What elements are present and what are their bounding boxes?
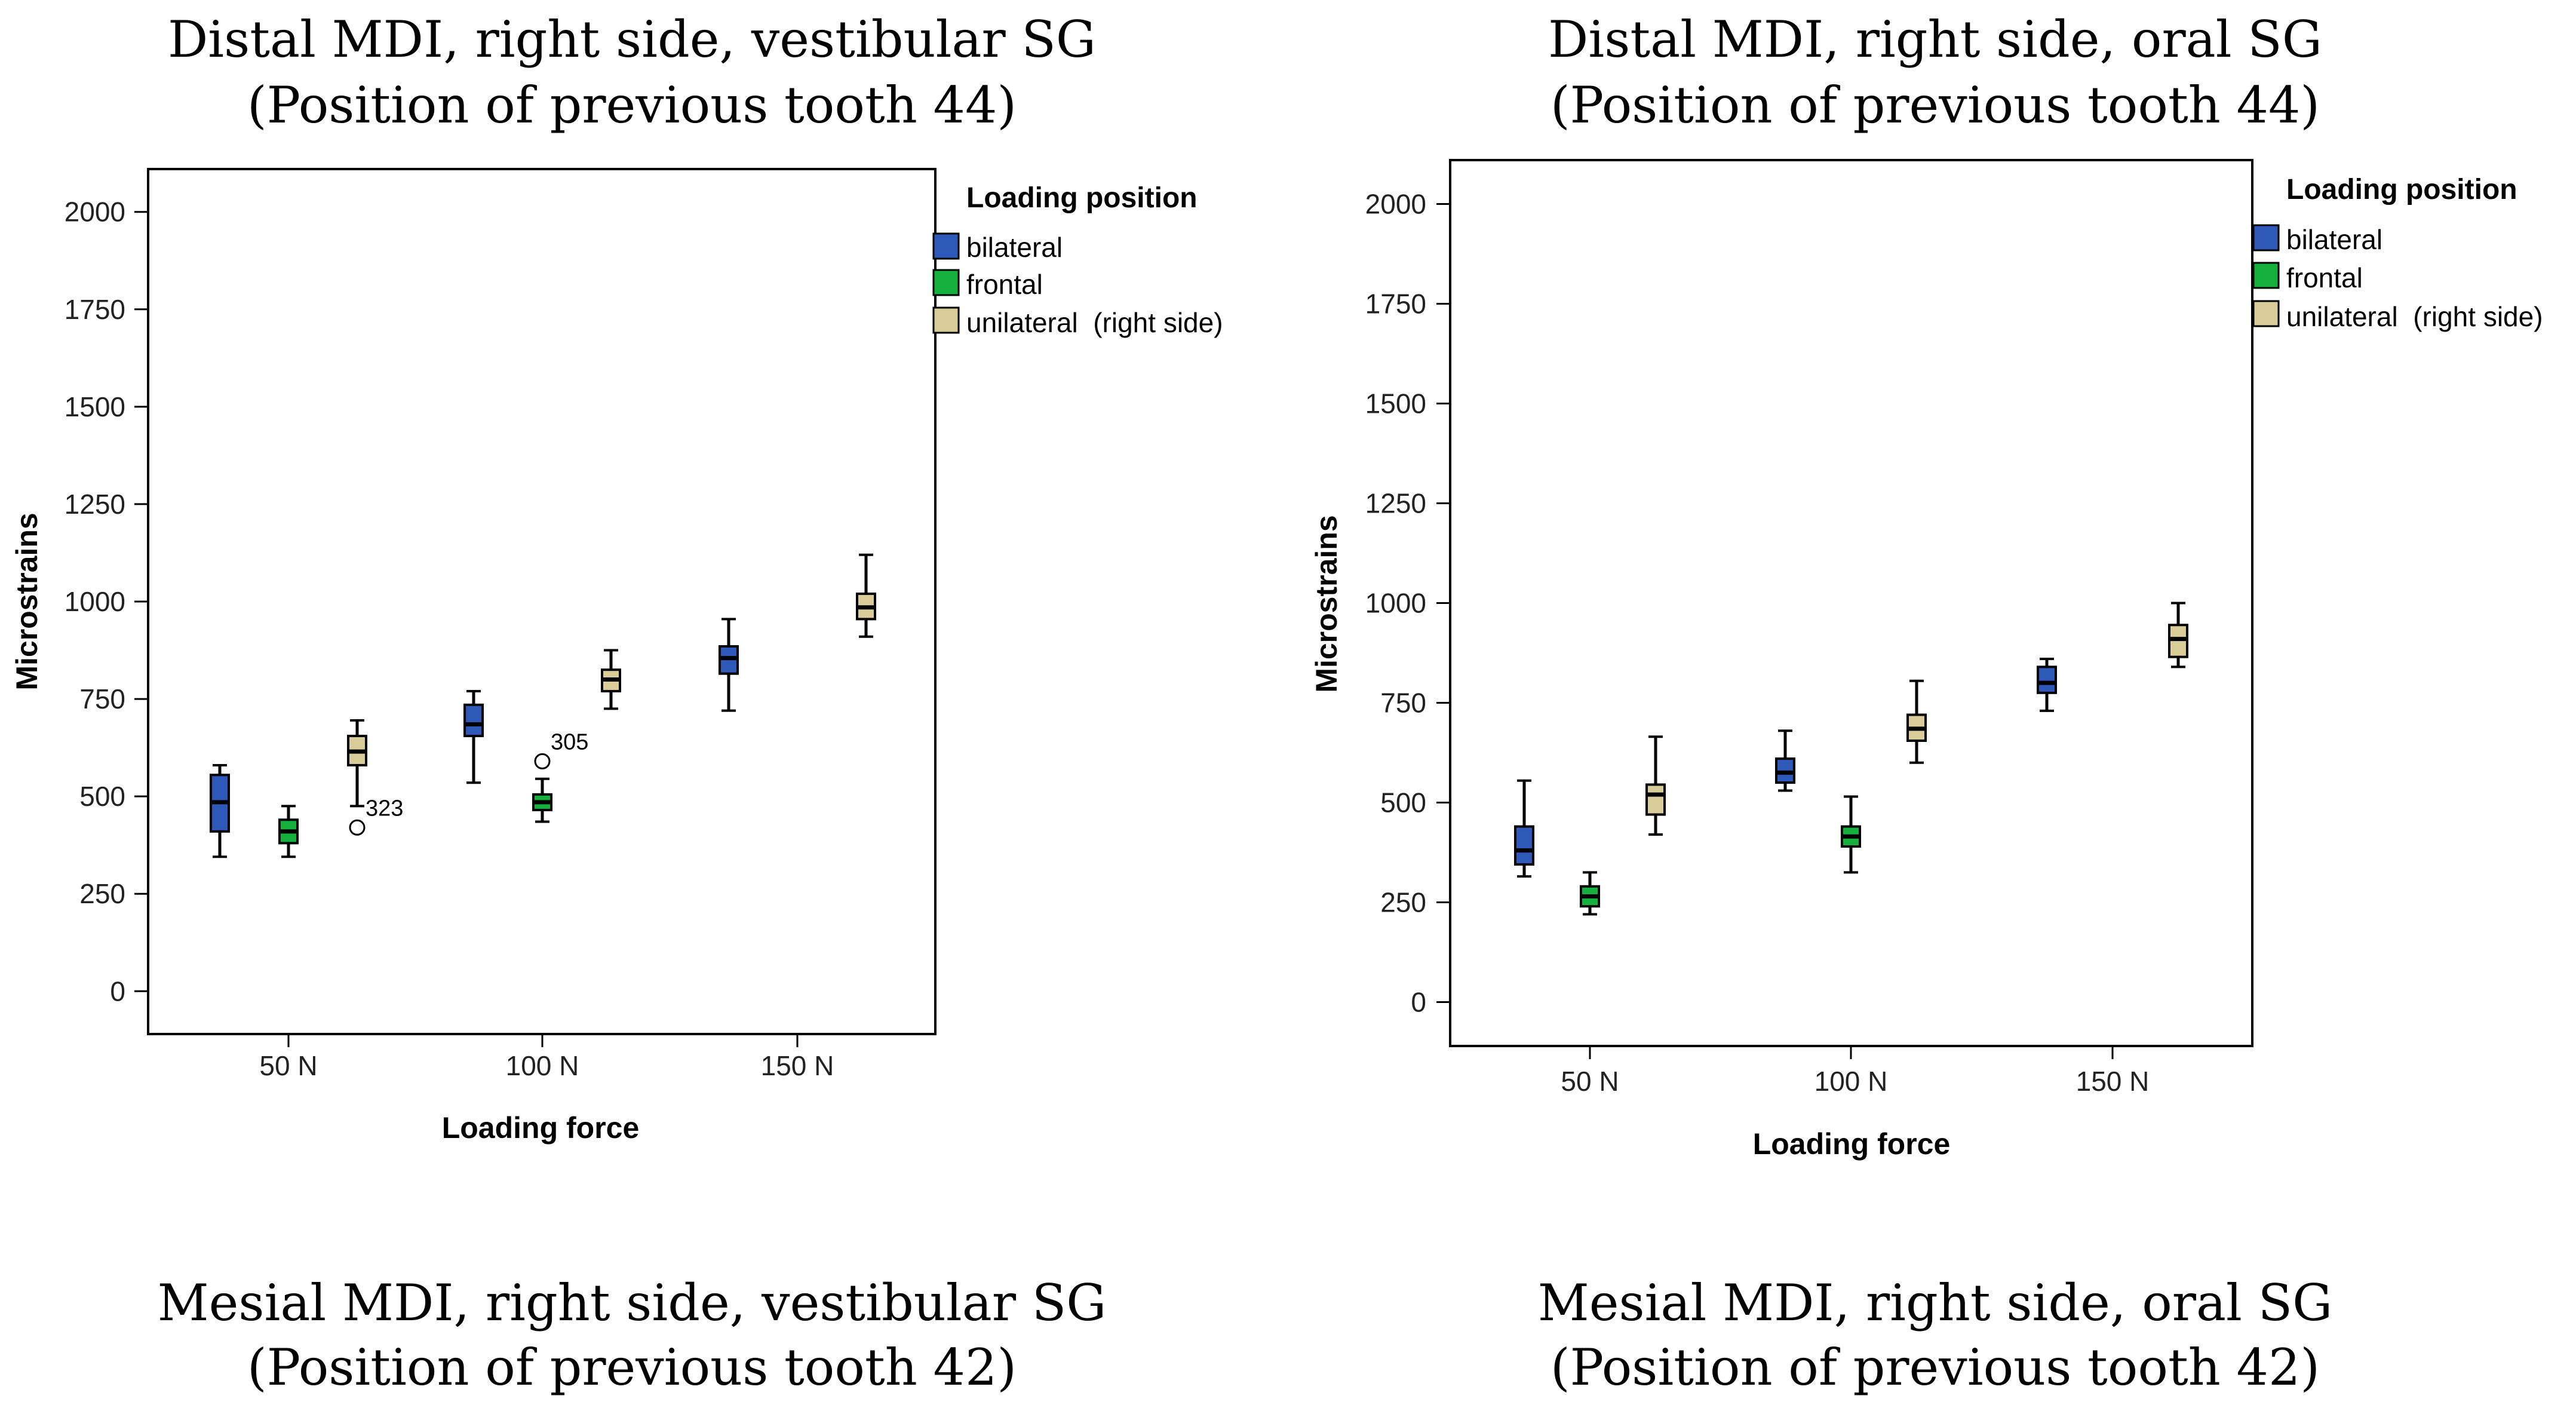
chart-2-y-tick-label: 500 [1380,787,1426,818]
chart-1-outlier-label: 305 [551,729,588,754]
chart-2-y-tick-label: 1000 [1365,588,1426,619]
chart-1-x-axis-label: Loading force [442,1111,640,1145]
chart-2-legend-swatch-frontal [2252,262,2280,289]
chart-1-plot-frame [147,168,937,1035]
chart-1-x-tick-label: 100 N [506,1050,579,1081]
chart-1-box-50n-bilateral [210,763,230,858]
chart-1-legend-swatch-frontal [932,269,960,296]
chart-1-x-tick-label: 50 N [259,1050,317,1081]
bottom-left-title-line-1: Mesial MDI, right side, vestibular SG [158,1274,1107,1332]
chart-2-box-50n-frontal [1580,871,1600,916]
chart-1-box-100n-unilateral [601,649,621,710]
chart-1-outlier-point [349,819,366,836]
chart-1-box-100n-frontal [532,777,552,823]
chart-2-legend-title: Loading position [2286,174,2517,205]
chart-2-box-50n-unilateral [1645,735,1666,836]
chart-2-distal-oral: 0 250 500 750 1000 1250 1500 1750 2000 50 N 100 N… [1310,159,2543,1161]
chart-1-legend-swatch-bilateral [932,232,960,260]
chart-2-title-line-2: (Position of previous tooth 44) [1550,76,2320,134]
chart-2-x-tick-label: 100 N [1814,1066,1888,1097]
chart-2-box-100n-unilateral [1906,679,1927,764]
chart-1-y-tick-label: 500 [79,781,125,812]
chart-2-y-tick-label: 1500 [1365,388,1426,419]
chart-2-y-tick-label: 1250 [1365,487,1426,519]
chart-1-outlier-label: 323 [366,796,403,821]
chart-1-y-tick-label: 1000 [65,586,125,617]
chart-2-y-tick-label: 0 [1411,987,1426,1018]
chart-2-box-50n-bilateral [1514,779,1534,878]
chart-1-legend-unilateral: unilateral (right side) [966,307,1223,338]
chart-2-x-tick-label: 150 N [2076,1066,2150,1097]
chart-1-legend-title: Loading position [966,182,1198,214]
chart-2-legend: Loading position bilateral frontal unila… [2252,174,2543,332]
chart-1-y-tick-label: 1750 [65,294,125,325]
chart-2-x-tick-label: 50 N [1561,1066,1619,1097]
chart-2-box-100n-frontal [1841,795,1861,874]
chart-1-boxes: 323 305 [210,553,876,858]
bottom-right-title-line-2: (Position of previous tooth 42) [1550,1338,2320,1397]
chart-1-box-150n-unilateral [856,553,876,638]
chart-2-title-line-1: Distal MDI, right side, oral SG [1548,10,2322,69]
chart-2-x-axis-label: Loading force [1753,1127,1951,1161]
chart-1-y-tick-label: 0 [110,976,125,1007]
chart-1-y-tick-label: 1250 [65,489,125,520]
chart-2-legend-unilateral: unilateral (right side) [2286,301,2543,332]
chart-1-x-axis: 50 N 100 N 150 N [259,1034,834,1081]
chart-2-boxes [1514,602,2188,916]
iqr-box [2037,665,2057,694]
chart-1-box-150n-bilateral [719,618,739,712]
chart-1-box-50n-unilateral [347,719,367,808]
chart-2-legend-swatch-bilateral [2252,224,2280,251]
chart-1-legend-bilateral: bilateral [966,232,1063,263]
chart-1-box-100n-bilateral [463,690,484,784]
iqr-box [463,703,484,738]
chart-1-y-tick-label: 2000 [65,197,125,228]
chart-1-title-line-1: Distal MDI, right side, vestibular SG [168,10,1096,69]
chart-2-legend-swatch-unilateral [2252,300,2280,327]
chart-2-box-150n-bilateral [2037,658,2057,712]
iqr-box [1645,783,1666,816]
chart-2-y-axis-label: Microstrains [1310,515,1343,692]
bottom-right-title-line-1: Mesial MDI, right side, oral SG [1538,1274,2333,1332]
chart-1-y-tick-label: 250 [79,878,125,909]
chart-2-y-tick-label: 750 [1380,688,1426,719]
chart-2-legend-frontal: frontal [2286,262,2363,293]
bottom-left-title-line-2: (Position of previous tooth 42) [247,1338,1017,1397]
chart-1-y-axis-label: Microstrains [10,513,44,690]
chart-2-y-tick-label: 250 [1380,887,1426,918]
chart-1-outlier-point [534,753,551,769]
chart-1-x-tick-label: 150 N [761,1050,834,1081]
chart-2-legend-bilateral: bilateral [2286,224,2382,255]
chart-1-distal-vestibular: 0 250 500 750 1000 1250 1500 1750 2000 50 N 100 N… [10,168,1223,1145]
iqr-box [1514,825,1534,866]
chart-1-title-line-2: (Position of previous tooth 44) [247,76,1017,134]
chart-2-x-axis: 50 N 100 N 150 N [1561,1046,2149,1097]
chart-2-plot-frame [1449,159,2253,1047]
chart-2-box-150n-unilateral [2168,602,2188,668]
chart-1-legend: Loading position bilateral frontal unila… [932,182,1223,338]
chart-1-legend-frontal: frontal [966,269,1043,300]
chart-1-y-axis: 0 250 500 750 1000 1250 1500 1750 2000 [65,197,148,1007]
chart-2-y-axis: 0 250 500 750 1000 1250 1500 1750 2000 [1365,188,1450,1018]
chart-1-y-tick-label: 750 [79,683,125,714]
chart-1-box-50n-frontal [278,805,299,858]
chart-2-y-tick-label: 2000 [1365,188,1426,219]
chart-2-box-100n-bilateral [1775,729,1795,792]
chart-1-y-tick-label: 1500 [65,391,125,422]
chart-2-y-tick-label: 1750 [1365,288,1426,319]
chart-1-legend-swatch-unilateral [932,306,960,334]
